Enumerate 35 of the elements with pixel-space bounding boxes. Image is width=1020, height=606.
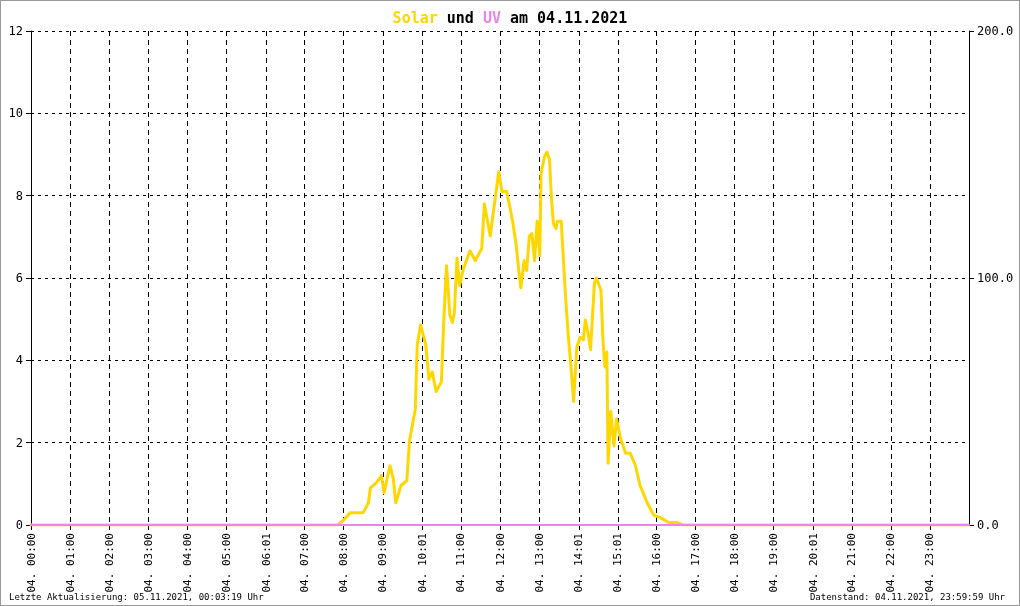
x-tick-label: 04. 14:01	[572, 533, 586, 593]
x-tick-label: 04. 02:00	[102, 533, 116, 593]
x-tick-label: 04. 16:00	[649, 533, 663, 593]
y-tick-label: 0	[15, 518, 23, 532]
y-tick-label: 6	[15, 271, 23, 285]
x-tick-label: 04. 23:00	[923, 533, 937, 593]
y-tick-label: 10	[8, 106, 23, 121]
x-tick-label: 04. 01:00	[63, 533, 77, 593]
x-tick-label: 04. 13:00	[532, 533, 546, 593]
x-tick-label: 04. 09:00	[376, 533, 390, 593]
y-tick-label: 12	[8, 24, 23, 38]
x-tick-label: 04. 06:01	[259, 533, 273, 593]
x-tick-label: 04. 07:00	[298, 533, 312, 593]
y-tick-label: 2	[15, 435, 23, 450]
x-tick-label: 04. 12:00	[493, 533, 507, 593]
x-tick-label: 04. 08:00	[337, 533, 351, 593]
x-tick-label: 04. 03:00	[141, 533, 155, 593]
x-tick-label: 04. 10:01	[415, 533, 429, 593]
chart-title: Solar und UV am 04.11.2021	[392, 8, 628, 27]
x-tick-label: 04. 05:00	[219, 533, 233, 593]
x-tick-label: 04. 04:00	[180, 533, 194, 593]
x-tick-label: 04. 18:00	[728, 533, 741, 593]
x-tick-label: 04. 11:00	[454, 533, 468, 593]
x-tick-label: 04. 20:01	[806, 533, 820, 593]
x-tick-label: 04. 00:00	[24, 533, 38, 593]
y2-tick-label: 200.0	[977, 24, 1014, 38]
y-tick-label: 8	[15, 188, 23, 203]
y2-tick-label: 100.0	[977, 271, 1014, 285]
x-tick-label: 04. 17:00	[688, 533, 702, 593]
x-tick-label: 04. 15:01	[611, 533, 625, 593]
x-tick-label: 04. 19:00	[767, 533, 781, 593]
y2-tick-label: 0.0	[977, 518, 999, 532]
x-tick-label: 04. 22:00	[884, 533, 898, 593]
x-tick-label: 04. 21:00	[845, 533, 859, 593]
y-tick-label: 4	[15, 353, 23, 368]
